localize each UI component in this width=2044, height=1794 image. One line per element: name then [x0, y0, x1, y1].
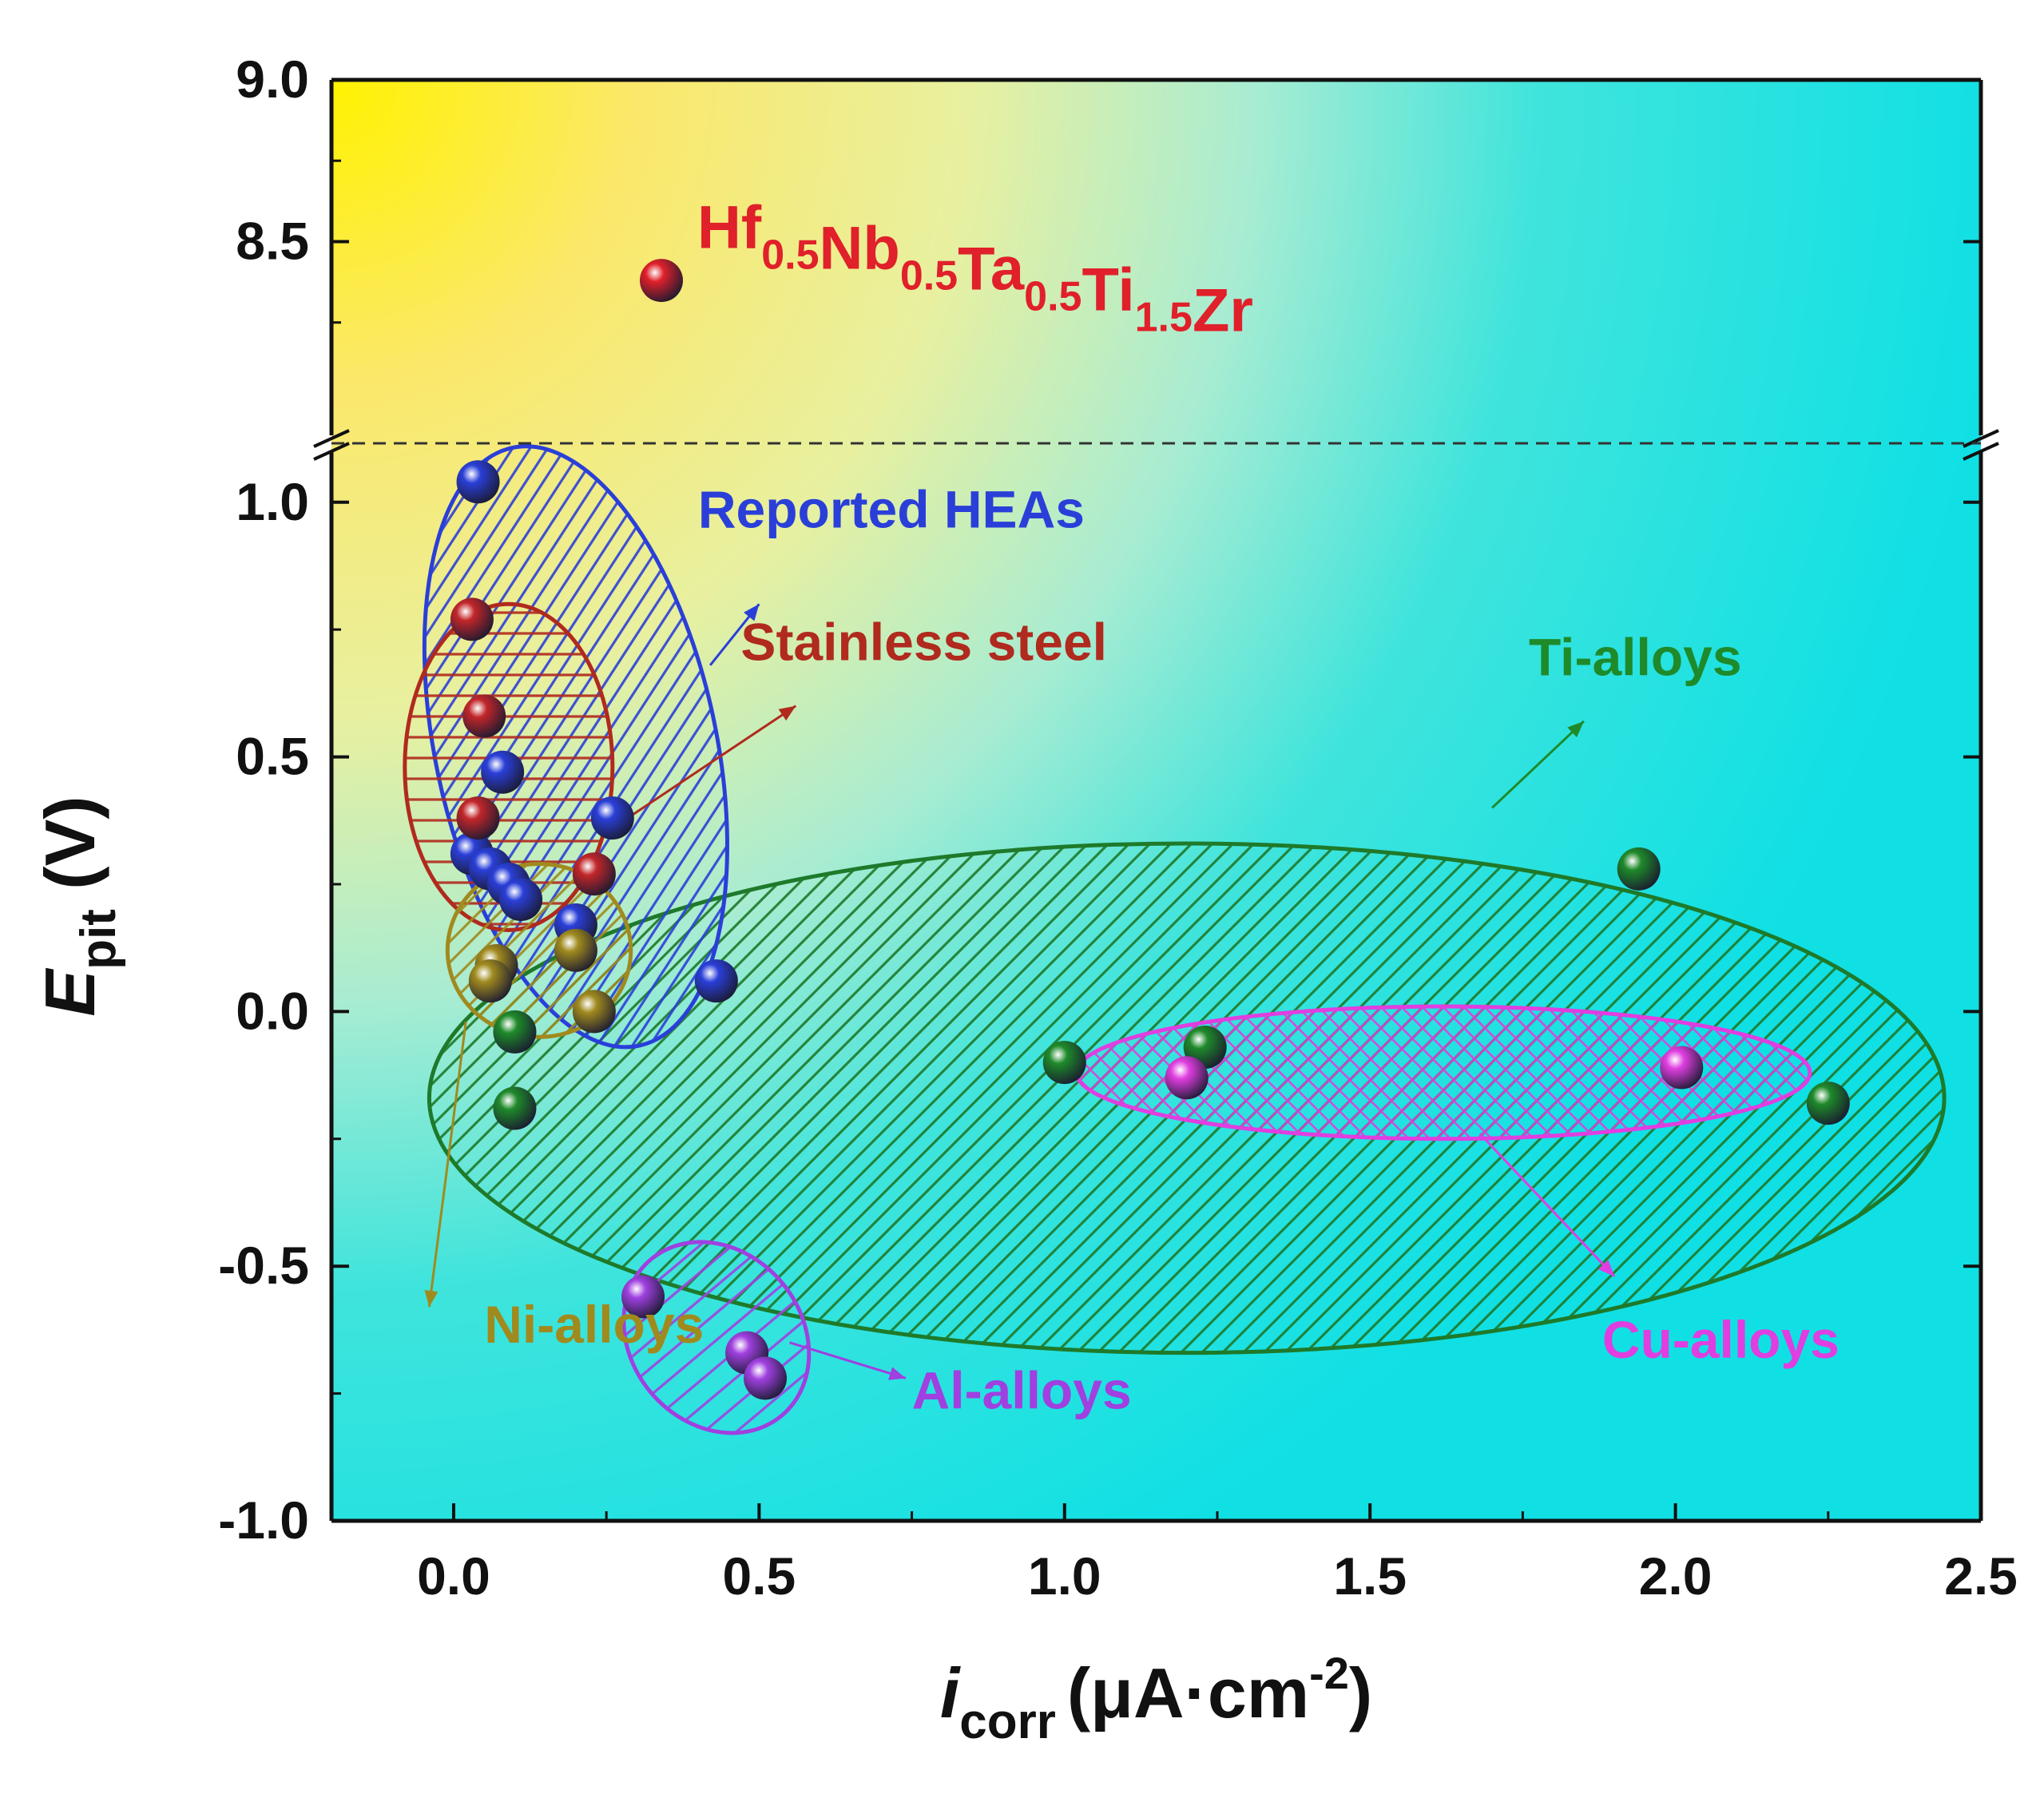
point-stainless-steel-0 — [450, 597, 494, 641]
x-tick-label: 1.0 — [1028, 1546, 1101, 1605]
annotation-reported-heas: Reported HEAs — [698, 480, 1085, 539]
point-reported-heas-2 — [590, 796, 634, 840]
highlight-subscript: 0.5 — [900, 253, 958, 300]
y-tick-label: 1.0 — [236, 472, 309, 531]
annotation-cu-alloys: Cu-alloys — [1602, 1310, 1840, 1369]
point-reported-heas-6 — [499, 878, 543, 922]
point-ti-alloys-5 — [1806, 1082, 1850, 1125]
arrow-al-alloys — [789, 1341, 907, 1380]
annotation-al-alloys: Al-alloys — [912, 1361, 1132, 1420]
axis-break-mark — [1963, 429, 1999, 461]
x-axis-label-main: i — [940, 1653, 961, 1732]
y-tick-label: 0.0 — [236, 981, 309, 1040]
x-tick-label: 2.0 — [1639, 1546, 1713, 1605]
point-ti-alloys-0 — [493, 1010, 537, 1054]
y-tick-label-upper: 8.5 — [236, 212, 309, 271]
highlight-subscript: 0.5 — [761, 232, 819, 279]
point-al-alloys-0 — [621, 1275, 665, 1319]
point-ni-alloys-1 — [468, 959, 512, 1003]
y-axis-label: Epit (V) — [30, 796, 126, 1016]
x-tick-label: 1.5 — [1333, 1546, 1407, 1605]
arrow-ti-alloys — [1491, 720, 1585, 809]
x-axis-label: icorr (μA·cm-2) — [940, 1648, 1372, 1749]
x-axis-label-sup: -2 — [1309, 1648, 1349, 1698]
highlight-subscript: 0.5 — [1024, 274, 1082, 320]
point-ti-alloys-4 — [1617, 847, 1661, 891]
x-tick-label: 0.5 — [722, 1546, 796, 1605]
x-axis-label-unit: (μA·cm — [1067, 1653, 1309, 1732]
annotation-ti-alloys: Ti-alloys — [1529, 628, 1742, 687]
point-cu-alloys-1 — [1660, 1046, 1704, 1089]
y-tick-label-upper: 9.0 — [236, 50, 309, 109]
point-ti-alloys-1 — [493, 1086, 537, 1130]
arrow-cu-alloys — [1478, 1133, 1616, 1277]
highlight-element: Zr — [1193, 277, 1253, 345]
y-tick-label: 0.5 — [236, 727, 309, 786]
highlight-element: Ti — [1082, 256, 1134, 324]
annotation-ni-alloys: Ni-alloys — [484, 1295, 704, 1354]
point-al-alloys-2 — [744, 1356, 788, 1400]
point-reported-heas-1 — [481, 750, 525, 794]
point-reported-heas-8 — [694, 959, 738, 1003]
annotation-stainless-steel: Stainless steel — [740, 612, 1107, 671]
y-axis-label-sub: pit — [71, 909, 126, 970]
point-stainless-steel-3 — [572, 852, 616, 896]
arrow-ni-alloys — [424, 1021, 467, 1308]
axis-break-mark — [313, 429, 350, 461]
highlight-subscript: 1.5 — [1135, 295, 1193, 341]
point-stainless-steel-2 — [456, 796, 500, 840]
point-cu-alloys-0 — [1165, 1056, 1209, 1100]
y-tick-label: -1.0 — [218, 1490, 309, 1550]
arrow-stainless-steel — [611, 705, 797, 830]
point-ni-alloys-3 — [572, 990, 616, 1034]
highlight-label: Hf0.5Nb0.5Ta0.5Ti1.5Zr — [697, 194, 1253, 345]
y-axis-label-main: E — [30, 968, 109, 1017]
x-tick-label: 0.0 — [417, 1546, 490, 1605]
x-axis-label-sub: corr — [959, 1694, 1056, 1749]
y-tick-label: -0.5 — [218, 1236, 309, 1295]
x-tick-label: 2.5 — [1944, 1546, 2018, 1605]
highlight-element: Ta — [958, 236, 1025, 304]
point-highlight-hea — [640, 259, 683, 303]
point-stainless-steel-1 — [462, 694, 506, 738]
x-axis-label-close: ) — [1349, 1653, 1372, 1732]
point-ni-alloys-2 — [554, 928, 597, 972]
y-axis-label-unit: (V) — [30, 796, 109, 909]
highlight-element: Nb — [820, 215, 900, 283]
arrow-reported-heas — [709, 603, 760, 666]
point-ti-alloys-2 — [1042, 1041, 1086, 1085]
point-reported-heas-0 — [456, 460, 500, 504]
highlight-element: Hf — [697, 194, 762, 262]
